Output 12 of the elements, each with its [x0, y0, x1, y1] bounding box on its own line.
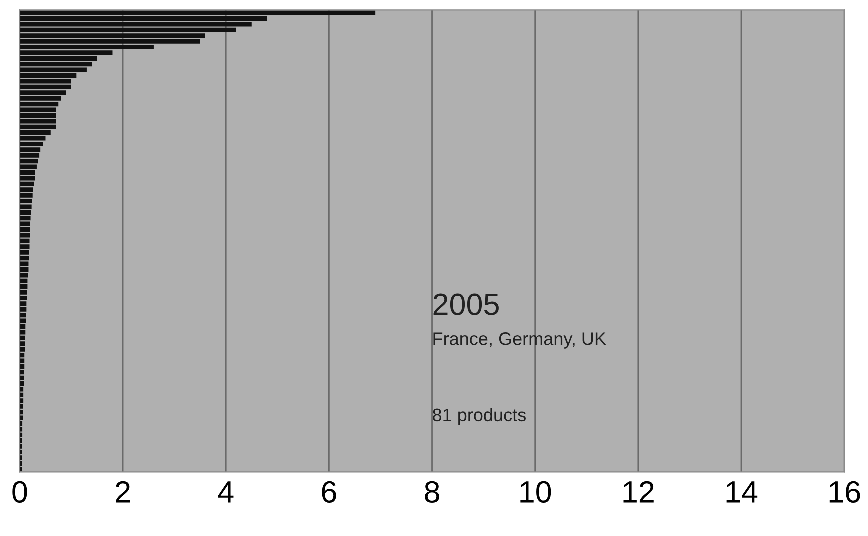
annotation: 81 products — [433, 408, 526, 426]
x-tick-label: 2 — [116, 481, 130, 503]
annotation: France, Germany, UK — [434, 332, 606, 349]
x-tick-label: 6 — [322, 481, 336, 503]
x-tick-label: 8 — [425, 481, 440, 503]
x-tick-label: 16 — [830, 481, 860, 503]
annotation: 2005 — [434, 294, 499, 316]
x-tick-label: 4 — [218, 482, 234, 503]
x-tick-label: 0 — [12, 481, 28, 503]
x-tick-label: 12 — [624, 481, 654, 503]
x-tick-label: 10 — [520, 481, 552, 503]
x-tick-label: 14 — [726, 482, 758, 503]
